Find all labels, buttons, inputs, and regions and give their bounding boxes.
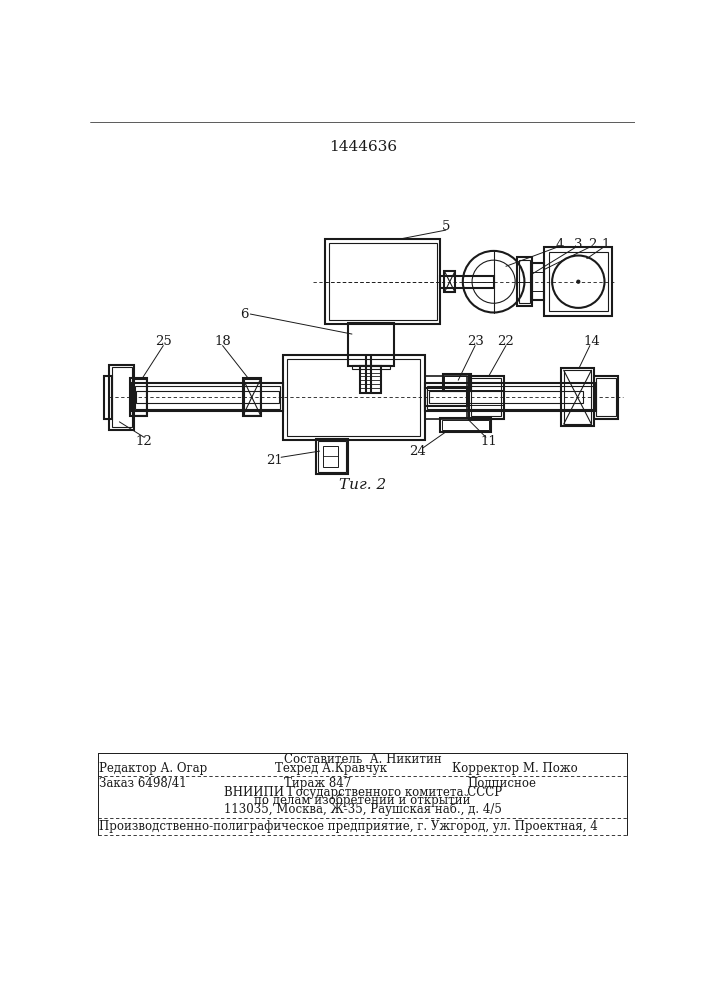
Bar [322, 446, 338, 467]
Bar [244, 379, 259, 415]
Text: 21: 21 [267, 454, 284, 467]
Bar [472, 378, 501, 416]
Bar [352, 365, 390, 369]
Bar [426, 389, 466, 405]
Text: 24: 24 [409, 445, 426, 458]
Bar [429, 391, 583, 403]
Text: 4: 4 [556, 238, 564, 251]
Bar [104, 376, 112, 419]
Bar [428, 386, 594, 409]
Text: Подписное: Подписное [467, 777, 537, 790]
Text: Тираж 847: Тираж 847 [284, 777, 351, 790]
Text: 1444636: 1444636 [329, 140, 397, 154]
Text: Производственно-полиграфическое предприятие, г. Ужгород, ул. Проектная, 4: Производственно-полиграфическое предприя… [100, 820, 598, 833]
Bar [549, 252, 607, 311]
Text: Корректор М. Пожо: Корректор М. Пожо [452, 762, 578, 775]
Text: 113035, Москва, Ж-35, Раушская наб., д. 4/5: 113035, Москва, Ж-35, Раушская наб., д. … [224, 802, 502, 816]
Text: 5: 5 [442, 220, 450, 233]
Bar [329, 243, 437, 320]
Text: 11: 11 [481, 435, 498, 448]
Bar [440, 418, 491, 432]
Bar [130, 378, 147, 416]
Text: 3: 3 [574, 238, 583, 251]
Text: Техред А.Кравчук: Техред А.Кравчук [275, 762, 387, 775]
Bar [360, 366, 381, 393]
Bar [132, 379, 146, 415]
Text: 18: 18 [214, 335, 231, 348]
Bar [287, 359, 421, 436]
Text: 1: 1 [602, 238, 610, 251]
Text: Заказ 6498/41: Заказ 6498/41 [100, 777, 187, 790]
Bar [316, 439, 348, 474]
Bar [444, 271, 455, 292]
Bar [425, 376, 467, 388]
Bar [110, 365, 134, 430]
Bar [112, 367, 132, 427]
Text: 14: 14 [584, 335, 600, 348]
Bar [444, 376, 469, 389]
Bar [469, 376, 503, 419]
Text: ВНИИПИ Государственного комитета СССР: ВНИИПИ Государственного комитета СССР [223, 786, 502, 799]
Bar [425, 383, 596, 411]
Circle shape [577, 280, 580, 283]
Bar [243, 378, 261, 416]
Bar [136, 391, 279, 403]
Bar [283, 355, 425, 440]
Bar [544, 247, 612, 316]
Bar [318, 441, 346, 472]
Text: 23: 23 [467, 335, 484, 348]
Bar [325, 239, 440, 324]
Bar [442, 420, 489, 430]
Bar [425, 388, 467, 406]
Text: 2: 2 [588, 238, 597, 251]
Bar [132, 383, 283, 411]
Bar [517, 257, 532, 306]
Text: Составитель  А. Никитин: Составитель А. Никитин [284, 753, 442, 766]
Bar [443, 374, 471, 391]
Text: 25: 25 [155, 335, 172, 348]
Bar [596, 378, 616, 416]
Text: Редактор А. Огар: Редактор А. Огар [100, 762, 208, 775]
Bar [594, 376, 619, 419]
Bar [563, 370, 592, 424]
Bar [348, 323, 395, 366]
Bar [532, 263, 544, 300]
Bar [425, 406, 467, 419]
Bar [519, 260, 530, 303]
Text: Τиг. 2: Τиг. 2 [339, 478, 386, 492]
Text: 22: 22 [498, 335, 514, 348]
Bar [135, 386, 281, 409]
Bar [440, 276, 494, 288]
Text: 6: 6 [240, 308, 248, 321]
Text: 12: 12 [136, 435, 153, 448]
Text: по делам изобретений и открытий: по делам изобретений и открытий [255, 794, 471, 807]
Bar [561, 368, 594, 426]
